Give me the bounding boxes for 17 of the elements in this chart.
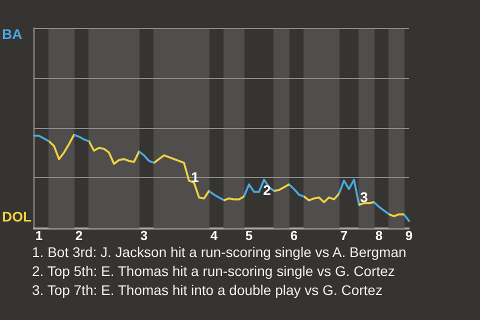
annotation: 3 (360, 188, 368, 205)
x-tick-label: 8 (375, 228, 383, 243)
x-tick-label: 9 (405, 228, 413, 243)
text: BA (2, 26, 22, 42)
annotation: 1 (191, 168, 200, 185)
x-tick-label: 3 (140, 228, 148, 243)
x-tick-label: 1 (35, 228, 43, 243)
x-tick-label: 6 (290, 228, 298, 243)
text: 1. Bot 3rd: J. Jackson hit a run-scoring single vs A. Bergman (32, 243, 406, 262)
text: DOL (2, 208, 32, 224)
x-tick-label: 4 (210, 228, 218, 243)
text: 3. Top 7th: E. Thomas hit into a double play vs G. Cortez (32, 281, 384, 300)
text: 2. Top 5th: E. Thomas hit a run-scoring single vs G. Cortez (32, 262, 396, 281)
x-tick-label: 7 (340, 228, 348, 243)
annotation: 2 (263, 182, 272, 198)
x-tick-label: 5 (245, 228, 253, 243)
x-tick-label: 2 (75, 228, 83, 243)
